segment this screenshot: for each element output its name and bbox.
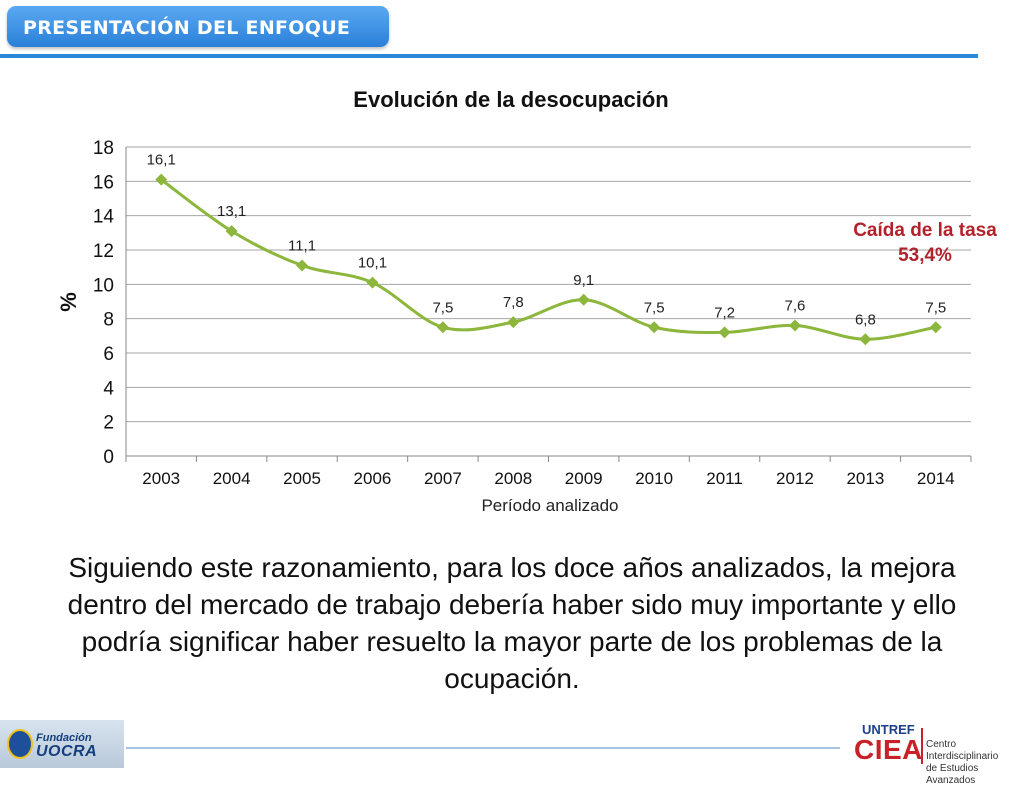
- unemployment-line-chart: Evolución de la desocupación 0 2 4 6 8 10 12 14…: [56, 87, 972, 515]
- x-tick-label-2011: 2011: [706, 469, 743, 488]
- logo-left-line-1: Fundación: [36, 732, 92, 744]
- data-label-2014: 7,5: [925, 299, 946, 316]
- data-point-2009: [577, 293, 590, 306]
- y-tick-label-18: 18: [93, 138, 114, 159]
- x-axis-label: Período analizado: [481, 496, 618, 515]
- data-label-2012: 7,6: [785, 298, 806, 315]
- logo-desc-line-2: de Estudios Avanzados: [926, 763, 979, 786]
- data-label-2008: 7,8: [503, 294, 524, 311]
- annotation-line-2: 53,4%: [898, 245, 952, 266]
- data-label-2013: 6,8: [855, 311, 876, 328]
- section-header: PRESENTACIÓN DEL ENFOQUE: [7, 6, 389, 47]
- data-label-2003: 16,1: [147, 152, 176, 169]
- x-tick-label-2013: 2013: [846, 469, 884, 488]
- x-tick-label-2009: 2009: [565, 469, 603, 488]
- data-point-2004: [225, 225, 238, 238]
- data-point-2011: [718, 326, 731, 339]
- series-unemployment: [155, 173, 942, 346]
- data-label-2005: 11,1: [288, 237, 316, 254]
- data-label-2006: 10,1: [358, 255, 387, 272]
- header-divider: [0, 54, 978, 58]
- data-point-2014: [929, 321, 942, 334]
- y-tick-label-4: 4: [103, 378, 114, 399]
- data-label-2009: 9,1: [573, 272, 594, 289]
- logo-left-line-2: UOCRA: [36, 743, 98, 760]
- data-point-2013: [859, 333, 872, 346]
- fundacion-uocra-logo: Fundación UOCRA: [0, 720, 124, 768]
- data-point-2007: [436, 321, 449, 334]
- logo-untref: UNTREF: [862, 722, 915, 737]
- x-tick-label-2008: 2008: [494, 469, 532, 488]
- y-axis-ticks: 0 2 4 6 8 10 12 14 16 18: [93, 138, 115, 468]
- data-point-2005: [296, 259, 309, 272]
- body-paragraph: Siguiendo este razonamiento, para los do…: [67, 552, 957, 694]
- data-label-2010: 7,5: [644, 299, 665, 316]
- data-point-2003: [155, 173, 168, 186]
- x-tick-label-2004: 2004: [213, 469, 251, 488]
- x-axis-ticks: 2003 2004 2005 2006 2007 2008 2009 2010 2011 2012…: [142, 469, 954, 488]
- y-tick-label-6: 6: [103, 344, 114, 365]
- y-tick-label-16: 16: [93, 172, 114, 193]
- logo-description: Centro Interdisciplinario de Estudios Av…: [926, 739, 1024, 787]
- x-tick-label-2003: 2003: [142, 469, 180, 488]
- data-point-2012: [788, 319, 801, 332]
- chart-gridlines: [125, 146, 972, 462]
- data-labels: 16,1 13,1 11,1 10,1 7,5 7,8 9,1 7,5 7,2 7,6 6,8 7,5: [147, 152, 947, 329]
- data-point-2006: [366, 276, 379, 289]
- logo-separator: [921, 728, 923, 764]
- data-label-2007: 7,5: [432, 299, 453, 316]
- y-tick-label-2: 2: [103, 413, 114, 434]
- logo-ciea: CIEA: [854, 734, 923, 765]
- x-tick-label-2006: 2006: [354, 469, 392, 488]
- x-tick-label-2007: 2007: [424, 469, 462, 488]
- uocra-emblem-icon: [7, 729, 33, 759]
- rate-drop-annotation: Caída de la tasa 53,4%: [832, 218, 1018, 268]
- data-label-2004: 13,1: [217, 203, 246, 220]
- y-tick-label-0: 0: [103, 447, 114, 468]
- logo-desc-line-1: Centro Interdisciplinario: [926, 739, 999, 762]
- data-point-2008: [507, 316, 520, 329]
- x-tick-label-2010: 2010: [635, 469, 673, 488]
- y-tick-label-14: 14: [93, 207, 115, 228]
- data-point-2010: [648, 321, 661, 334]
- untref-ciea-logo: UNTREF CIEA Centro Interdisciplinario de…: [850, 718, 1024, 786]
- chart-title: Evolución de la desocupación: [353, 87, 668, 112]
- annotation-line-1: Caída de la tasa: [853, 220, 997, 241]
- series-line: [160, 178, 937, 341]
- y-tick-label-10: 10: [93, 275, 114, 296]
- x-tick-label-2005: 2005: [283, 469, 321, 488]
- data-label-2011: 7,2: [714, 304, 735, 321]
- section-header-title: PRESENTACIÓN DEL ENFOQUE: [23, 17, 351, 39]
- x-tick-label-2014: 2014: [917, 469, 955, 488]
- x-tick-label-2012: 2012: [776, 469, 814, 488]
- y-axis-label: %: [56, 292, 81, 312]
- footer-divider: [126, 747, 840, 749]
- y-tick-label-12: 12: [93, 241, 114, 262]
- y-tick-label-8: 8: [103, 310, 114, 331]
